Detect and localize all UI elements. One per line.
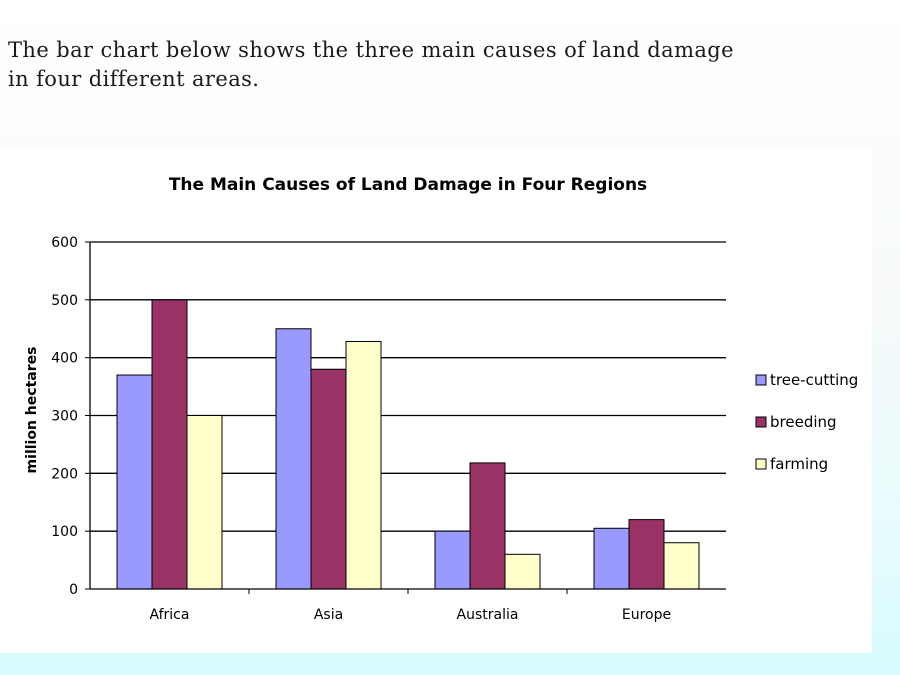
bar-tree-cutting-australia [434,530,471,590]
x-tick-label: Europe [622,607,671,623]
bar-breeding-europe [628,519,665,590]
bar-tree-cutting-asia [275,328,312,590]
bar-tree-cutting-africa [116,374,153,590]
bar-chart: The Main Causes of Land Damage in Four R… [24,175,858,623]
x-tick-label: Asia [314,607,343,623]
legend-swatch-tree-cutting [755,374,767,386]
y-tick-label: 400 [51,351,78,367]
legend: tree-cutting breeding farming [755,371,858,473]
bar-tree-cutting-europe [593,527,630,590]
intro-line-2: in four different areas. [8,67,260,91]
bar-farming-africa [186,415,223,590]
legend-label-breeding: breeding [770,413,837,431]
axes: 0 100 200 300 400 500 600 Africa Asia Australia Eu… [51,235,726,623]
y-axis-label: million hectares [24,347,40,474]
legend-swatch-farming [755,458,767,470]
y-tick-label: 200 [51,466,78,482]
chart-title: The Main Causes of Land Damage in Four R… [169,175,647,195]
y-tick-label: 300 [51,409,78,425]
chart-card: The Main Causes of Land Damage in Four R… [0,148,872,653]
intro-text: The bar chart below shows the three main… [8,36,828,94]
bar-breeding-australia [469,462,506,590]
legend-label-tree-cutting: tree-cutting [770,371,858,389]
bar-farming-asia [345,340,382,590]
y-tick-label: 0 [69,582,78,598]
y-tick-label: 600 [51,235,78,251]
legend-label-farming: farming [770,455,828,473]
x-tick-label: Australia [457,607,519,623]
y-tick-label: 500 [51,293,78,309]
bar-farming-australia [504,553,541,590]
intro-line-1: The bar chart below shows the three main… [8,38,734,62]
legend-swatch-breeding [755,416,767,428]
y-tick-label: 100 [51,524,78,540]
x-tick-label: Africa [150,607,190,623]
bars [116,299,700,590]
bar-farming-europe [663,542,700,590]
bar-breeding-africa [151,299,188,590]
bar-breeding-asia [310,368,347,590]
